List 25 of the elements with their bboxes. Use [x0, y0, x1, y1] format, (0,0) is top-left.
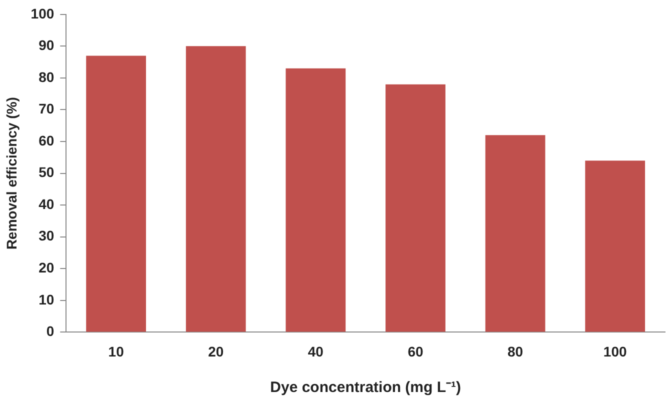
x-tick-label: 20: [208, 343, 224, 360]
bar: [186, 46, 246, 332]
bar: [86, 56, 146, 332]
y-tick-label: 50: [38, 164, 54, 180]
x-tick-label: 10: [108, 343, 124, 360]
y-tick-label: 100: [30, 5, 54, 22]
x-tick-label: 40: [308, 343, 324, 360]
y-tick-label: 60: [38, 132, 54, 148]
y-tick-label: 40: [38, 196, 54, 212]
y-tick-label: 20: [38, 260, 54, 276]
bar: [386, 84, 446, 332]
x-tick-label: 100: [603, 343, 627, 360]
y-tick-label: 80: [38, 68, 54, 85]
y-tick-label: 0: [46, 323, 54, 340]
x-tick-label: 60: [408, 343, 424, 360]
x-axis-title: Dye concentration (mg L⁻¹): [270, 379, 462, 396]
bar: [485, 135, 546, 332]
y-axis-title: Removal efficiency (%): [3, 97, 20, 250]
y-tick-label: 30: [38, 228, 54, 244]
bar: [585, 160, 646, 332]
y-tick-label: 10: [38, 291, 54, 308]
y-tick-label: 90: [38, 37, 54, 54]
y-tick-label: 70: [38, 100, 54, 117]
bar: [286, 68, 346, 332]
x-tick-label: 80: [508, 343, 524, 360]
